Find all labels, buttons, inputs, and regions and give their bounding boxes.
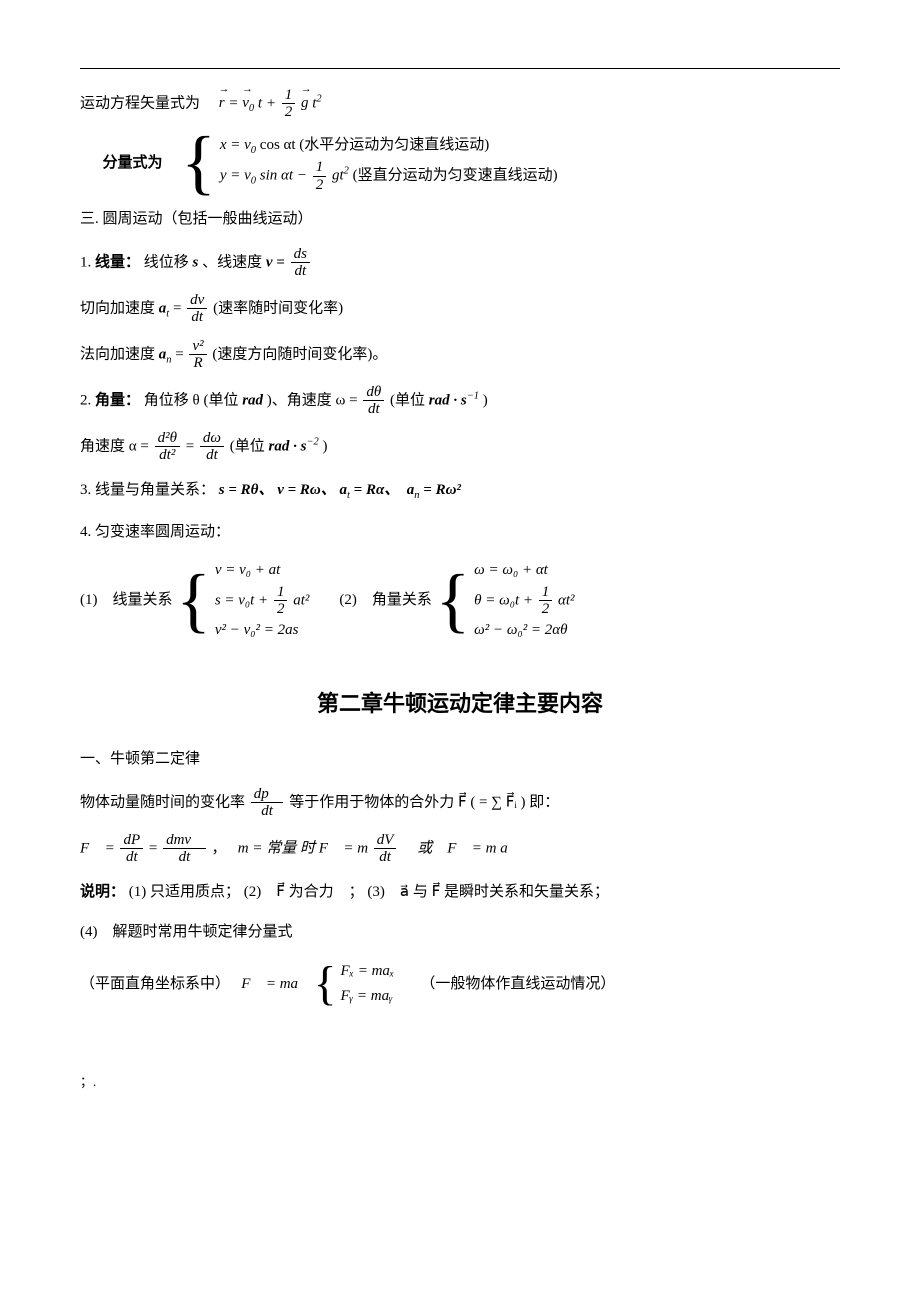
ch2-notes: 说明： (1) 只适用质点； (2) F⃗ 为合力 ； (3) a⃗ 与 F⃗ … [80, 878, 840, 907]
ch2-newton-eq: F⃗ = dPdt = dmv⃗dt ， m = 常量 时 F⃗ = m dVd… [80, 832, 840, 866]
left-brace: { [313, 965, 336, 1003]
ch2-component-form: （平面直角坐标系中） F⃗ = ma⃗ { Fₓ = maₓ Fᵧ = maᵧ … [80, 959, 840, 1010]
footer-mark: ；. [80, 1070, 840, 1095]
s3-linear-quantity: 1. 线量： 线位移 s 、线速度 v = dsdt [80, 246, 840, 280]
ch2-note4: (4) 解题时常用牛顿定律分量式 [80, 918, 840, 947]
s3-angular-quantity: 2. 角量： 角位移 θ (单位 rad )、角速度 ω = dθdt (单位 … [80, 384, 840, 418]
label: 分量式为 [103, 154, 163, 170]
left-brace: { [176, 572, 211, 630]
r-vec: r [219, 89, 225, 118]
s3-normal-accel: 法向加速度 an = v²R (速度方向随时间变化率)。 [80, 338, 840, 372]
s3-angular-accel: 角速度 α = d²θdt² = dωdt (单位 rad · s−2 ) [80, 430, 840, 464]
s3-relation: 3. 线量与角量关系： s = Rθ、 v = Rω、 at = Rα、 an … [80, 476, 840, 506]
s3-4-systems: (1) 线量关系 { v = v₀ + at s = v₀t + 12 at² … [80, 558, 840, 643]
label: 运动方程矢量式为 [80, 95, 215, 111]
s3-4-title: 4. 匀变速率圆周运动： [80, 518, 840, 547]
ch2-momentum-text: 物体动量随时间的变化率 dp⃗dt 等于作用于物体的合外力 F⃗ ( = ∑ F… [80, 786, 840, 820]
ch2-sec1-title: 一、牛顿第二定律 [80, 745, 840, 774]
page-top-rule [80, 68, 840, 69]
chapter-2-title: 第二章牛顿运动定律主要内容 [80, 683, 840, 725]
eq-vector-motion: 运动方程矢量式为 r = v0 t + 12 g t2 [80, 87, 840, 121]
left-brace: { [181, 134, 216, 192]
section-3-title: 三. 圆周运动（包括一般曲线运动） [80, 205, 840, 234]
s3-tangential-accel: 切向加速度 at = dvdt (速率随时间变化率) [80, 292, 840, 326]
g-vec: g [301, 89, 309, 118]
left-brace: { [436, 572, 471, 630]
component-equations: 分量式为 { x = v0 cos αt (水平分运动为匀速直线运动) y = … [103, 133, 841, 194]
